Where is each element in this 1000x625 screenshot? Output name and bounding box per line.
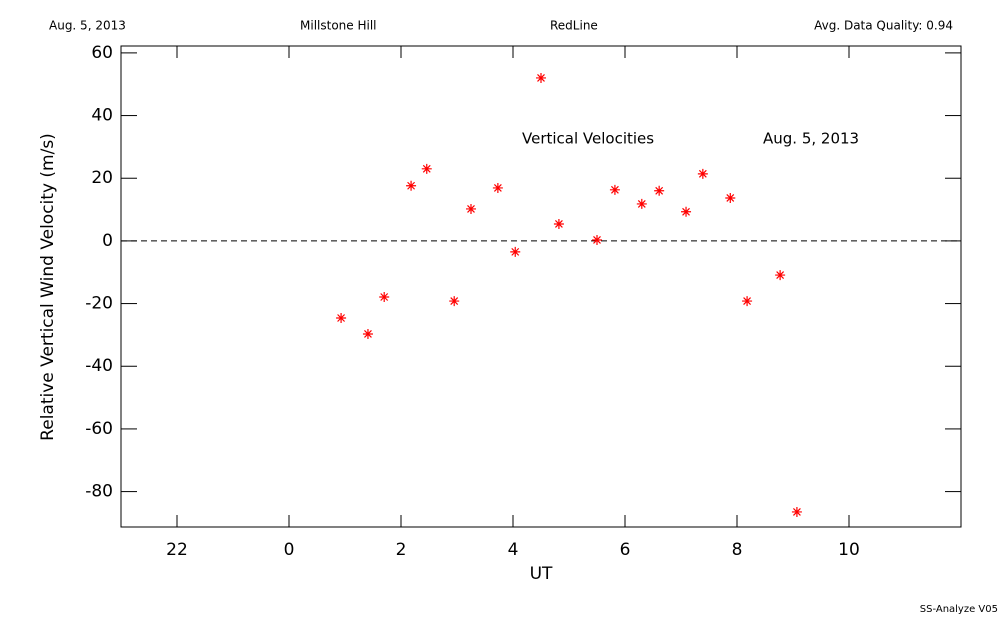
- y-tick-label: 20: [91, 168, 113, 188]
- header-site: Millstone Hill: [300, 19, 376, 33]
- data-point: [466, 203, 476, 214]
- x-tick-label: 8: [732, 540, 743, 560]
- data-point: [725, 192, 736, 203]
- y-tick-label: -80: [85, 482, 113, 502]
- data-point: [379, 291, 390, 302]
- data-point: [553, 218, 564, 229]
- data-point: [592, 234, 602, 245]
- data-point: [681, 206, 692, 217]
- x-tick-label: 0: [284, 540, 295, 560]
- data-point: [362, 328, 373, 339]
- y-tick-label: -60: [85, 419, 113, 439]
- data-point: [336, 312, 347, 323]
- data-point: [636, 198, 647, 209]
- y-tick-label: 40: [91, 106, 113, 126]
- x-tick-label: 6: [620, 540, 631, 560]
- header-instrument: RedLine: [550, 19, 598, 33]
- y-tick-label: -20: [85, 294, 113, 314]
- data-point: [536, 72, 546, 83]
- footer: SS-Analyze V05: [920, 604, 998, 615]
- y-tick-label: 60: [91, 43, 113, 63]
- x-tick-label: 22: [166, 540, 188, 560]
- y-tick-label: 0: [102, 231, 113, 251]
- x-tick-label: 10: [838, 540, 860, 560]
- annotation: Vertical Velocities: [522, 130, 654, 148]
- data-point: [510, 246, 521, 257]
- plot-frame: [120, 45, 962, 528]
- data-point: [406, 180, 417, 191]
- data-point: [449, 296, 460, 307]
- x-axis-label: UT: [530, 564, 553, 584]
- data-point: [697, 168, 708, 179]
- data-point: [421, 163, 432, 174]
- data-point: [654, 185, 665, 196]
- y-tick-label: -40: [85, 356, 113, 376]
- x-tick-label: 4: [508, 540, 519, 560]
- annotation: Aug. 5, 2013: [763, 130, 859, 148]
- data-point: [791, 506, 802, 517]
- header-quality: Avg. Data Quality: 0.94: [814, 19, 953, 33]
- data-point: [742, 296, 753, 307]
- y-axis-label: Relative Vertical Wind Velocity (m/s): [38, 133, 58, 441]
- data-point: [609, 184, 620, 195]
- header-date: Aug. 5, 2013: [49, 19, 126, 33]
- data-point: [492, 182, 503, 193]
- x-tick-label: 2: [396, 540, 407, 560]
- data-point: [775, 270, 786, 281]
